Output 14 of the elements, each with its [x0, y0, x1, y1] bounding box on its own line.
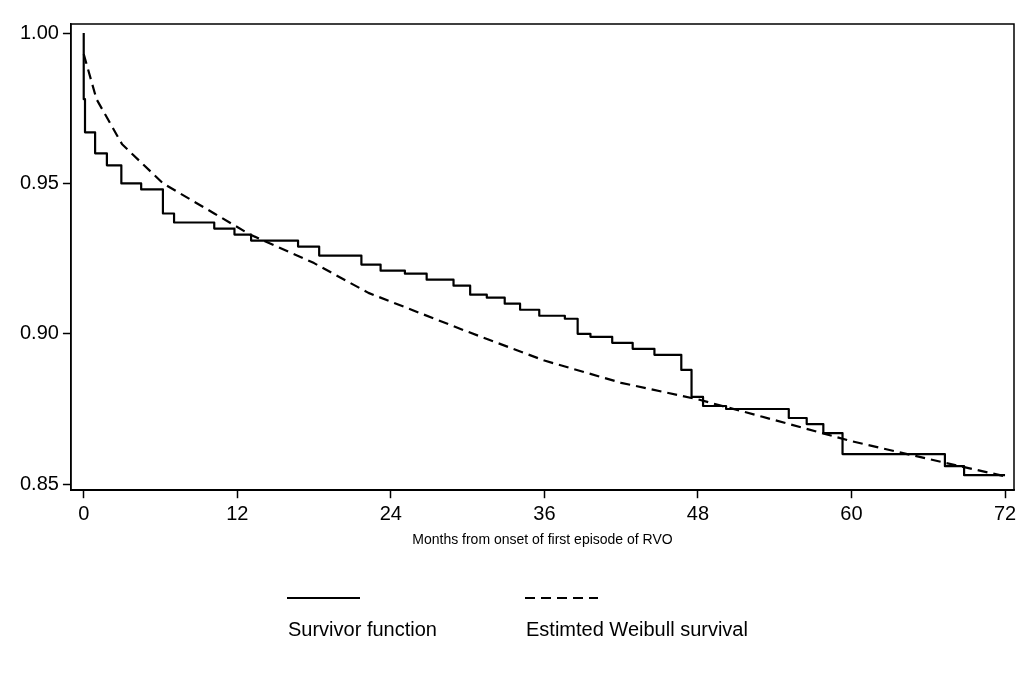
y-tick-label: 1.00	[19, 20, 59, 43]
x-tick-label: 24	[379, 501, 402, 524]
legend-label: Survivor function	[288, 617, 437, 640]
x-tick-label: 12	[226, 501, 249, 524]
x-tick-label: 60	[840, 501, 863, 524]
x-tick-label: 48	[686, 501, 710, 524]
y-tick-label: 0.85	[19, 471, 59, 494]
legend-label: Estimted Weibull survival	[526, 617, 748, 640]
x-axis-title: Months from onset of first episode of RVO	[412, 531, 673, 548]
y-tick-label: 0.95	[19, 170, 59, 193]
y-tick-label: 0.90	[19, 321, 59, 344]
x-tick-label: 72	[993, 501, 1017, 524]
x-tick-label: 0	[78, 501, 90, 524]
x-tick-label: 36	[533, 501, 556, 524]
